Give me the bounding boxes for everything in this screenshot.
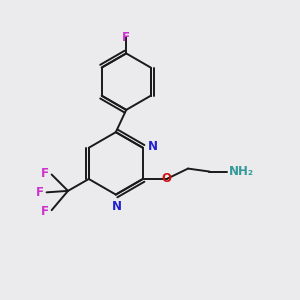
- Text: N: N: [148, 140, 158, 153]
- Text: F: F: [36, 186, 43, 199]
- Text: F: F: [41, 205, 49, 218]
- Text: NH₂: NH₂: [229, 165, 254, 178]
- Text: F: F: [122, 31, 130, 44]
- Text: F: F: [41, 167, 49, 179]
- Text: N: N: [112, 200, 122, 213]
- Text: O: O: [162, 172, 172, 185]
